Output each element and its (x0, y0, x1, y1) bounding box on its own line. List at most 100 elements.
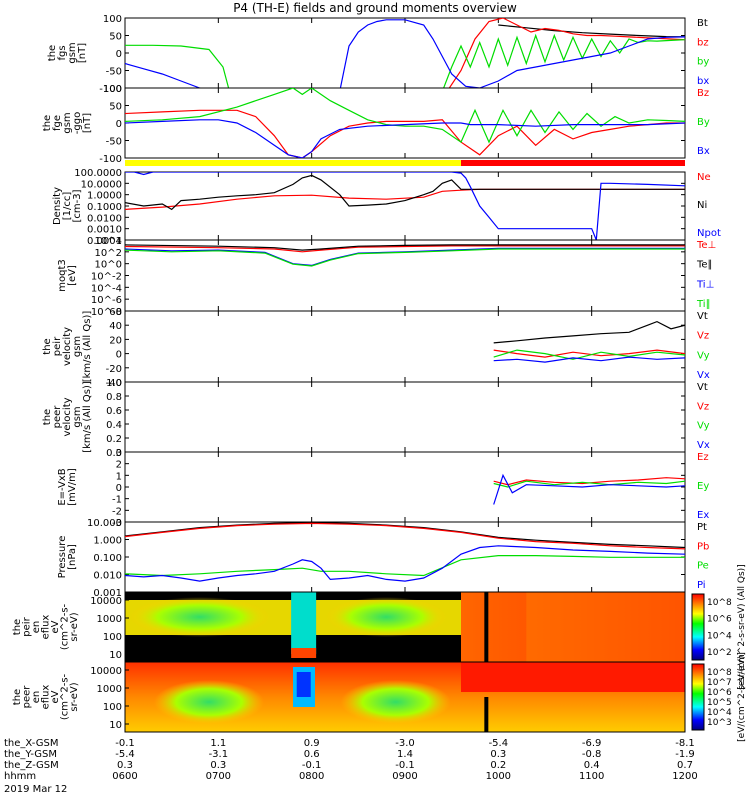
y-tick-label: 10 (109, 720, 122, 731)
colorbar-label: [eV/(cm^2-s-sr-eV) (All Qs)] (737, 564, 747, 689)
legend-Npot: Npot (697, 228, 721, 239)
series-Ne (125, 188, 685, 210)
mode-bar-red (461, 160, 685, 166)
series-By (125, 88, 685, 144)
y-tick-label: 0 (116, 119, 122, 130)
mode-bar-yellow (125, 160, 461, 166)
legend-Pb: Pb (697, 541, 709, 552)
series-Bz (125, 109, 685, 158)
legend-bx: bx (697, 76, 709, 87)
y-axis-label: thepeirenefluxeV(cm^2-s-sr-eV) (12, 603, 80, 650)
y-axis-label-line: peir (22, 616, 33, 636)
series-group (125, 172, 685, 240)
y-tick-label: 1.000 (93, 536, 122, 547)
y-axis-label-line: en (31, 691, 42, 704)
y-tick-label: 1.0000 (87, 191, 122, 202)
figure-title: P4 (TH-E) fields and ground moments over… (233, 1, 517, 15)
y-tick-label: 50 (109, 102, 122, 113)
legend-Vt: Vt (697, 382, 708, 393)
legend-by: by (697, 57, 709, 68)
y-axis-label-line: en (31, 621, 42, 634)
y-axis-label-line: [1/cc] (62, 192, 73, 221)
y-axis-label: thepeerenefluxeV(cm^2-s-sr-eV) (12, 673, 80, 720)
y-axis-label-line: sr-eV) (69, 612, 80, 641)
y-tick-label: 100 (103, 14, 122, 25)
series-Ni (125, 174, 685, 211)
legend-Bz: Bz (697, 88, 709, 99)
y-axis-label-line: velocity (62, 397, 73, 436)
heatmap-blob (326, 597, 447, 637)
y-tick-label: -20 (106, 364, 122, 375)
series-group (125, 522, 685, 582)
y-axis-label: thepeirvelocitygsm[km/s (All Qs)] (42, 311, 93, 383)
y-tick-label: 10000 (90, 596, 122, 607)
legend-Te∥: Te∥ (696, 260, 713, 271)
x-row-value: 0600 (112, 771, 137, 782)
x-row-value: -0.1 (395, 760, 415, 771)
y-tick-label: 0.2 (106, 434, 122, 445)
x-row-value: -0.1 (302, 760, 322, 771)
y-axis-label-line: [nT] (82, 113, 93, 133)
y-axis-label: thefgegsm-ggo[nT] (42, 112, 93, 134)
y-tick-label: 10^0 (95, 260, 122, 271)
x-row-value: 1.1 (210, 738, 226, 749)
heatmap-column (291, 648, 317, 658)
y-axis-label-line: gsm (67, 42, 78, 63)
y-tick-label: 0.0010 (87, 225, 122, 236)
panel-peer_eflux: 10000 1000 100 10 thepeerenefluxeV(cm^2-s-sr… (12, 652, 747, 742)
x-row-value: 1.4 (397, 749, 413, 760)
y-tick-label: 0.8 (106, 392, 122, 403)
x-row-value: -0.1 (115, 738, 135, 749)
legend-Vy: Vy (697, 421, 710, 432)
y-tick-label: -100 (99, 154, 122, 165)
x-row-value: 0.7 (677, 760, 693, 771)
heatmap-gap (484, 592, 489, 662)
y-axis-label-line: fgs (57, 45, 68, 60)
x-row-value: 0700 (206, 771, 231, 782)
series-bx (125, 19, 685, 88)
y-axis-label-line: E=-VxB (57, 468, 68, 505)
heatmap-blob (129, 597, 270, 637)
y-axis-label-line: the (42, 409, 53, 425)
legend-Bx: Bx (697, 146, 710, 157)
y-tick-label: 10^-2 (91, 272, 122, 283)
y-tick-label: 1000 (97, 614, 122, 625)
y-tick-label: 0.6 (106, 406, 122, 417)
y-axis-label-line: velocity (62, 327, 73, 366)
y-axis-label: Pressure[nPa] (57, 536, 78, 579)
y-axis-label-line: [nPa] (67, 544, 78, 570)
y-axis-label-line: Pressure (57, 536, 68, 579)
legend-Ti⊥: Ti⊥ (696, 279, 714, 290)
heatmap-column (296, 672, 311, 697)
y-tick-label: 10^-4 (91, 283, 122, 294)
y-tick-label: 10 (109, 650, 122, 661)
x-row-value: 1000 (486, 771, 511, 782)
legend-Ey: Ey (697, 481, 709, 492)
series-Npot (125, 172, 685, 240)
y-axis-label-line: peer (22, 685, 33, 709)
colorbar-tick-label: 10^8 (707, 668, 732, 678)
y-tick-label: 1000 (97, 684, 122, 695)
y-axis-label: thefgsgsm[nT] (47, 42, 88, 63)
series-Te∥ (125, 244, 685, 251)
series-Bt (498, 24, 685, 38)
panel-pressure: 10.0001.0000.1000.0100.001Pressure[nPa]P… (57, 518, 709, 599)
heatmap-image (125, 592, 685, 662)
y-axis-label-line: fge (52, 115, 63, 131)
panel-peir_eflux: 10000 1000 100 10 thepeirenefluxeV(cm^2-s-sr… (12, 564, 747, 689)
x-row-label: the_X-GSM (4, 738, 58, 749)
panel-peir_velocity: 60 40 20 0 -20 -40 thepeirvelocitygsm[km/s (Al… (42, 307, 710, 389)
y-axis-label: E=-VxB[mV/m] (57, 468, 78, 506)
y-axis-label-line: eflux (41, 685, 52, 710)
series-Vx (493, 356, 685, 363)
legend-Ne: Ne (697, 172, 711, 183)
y-axis-label-line: eV (50, 690, 61, 703)
x-row-value: 0.3 (117, 760, 133, 771)
series-group (493, 320, 685, 363)
heatmap-hot (461, 662, 685, 692)
x-row-value: 0.9 (304, 738, 320, 749)
heatmap-sheath-overlay (526, 592, 685, 662)
colorbar-tick-label: 10^8 (707, 598, 732, 608)
y-tick-label: 0 (116, 483, 122, 494)
